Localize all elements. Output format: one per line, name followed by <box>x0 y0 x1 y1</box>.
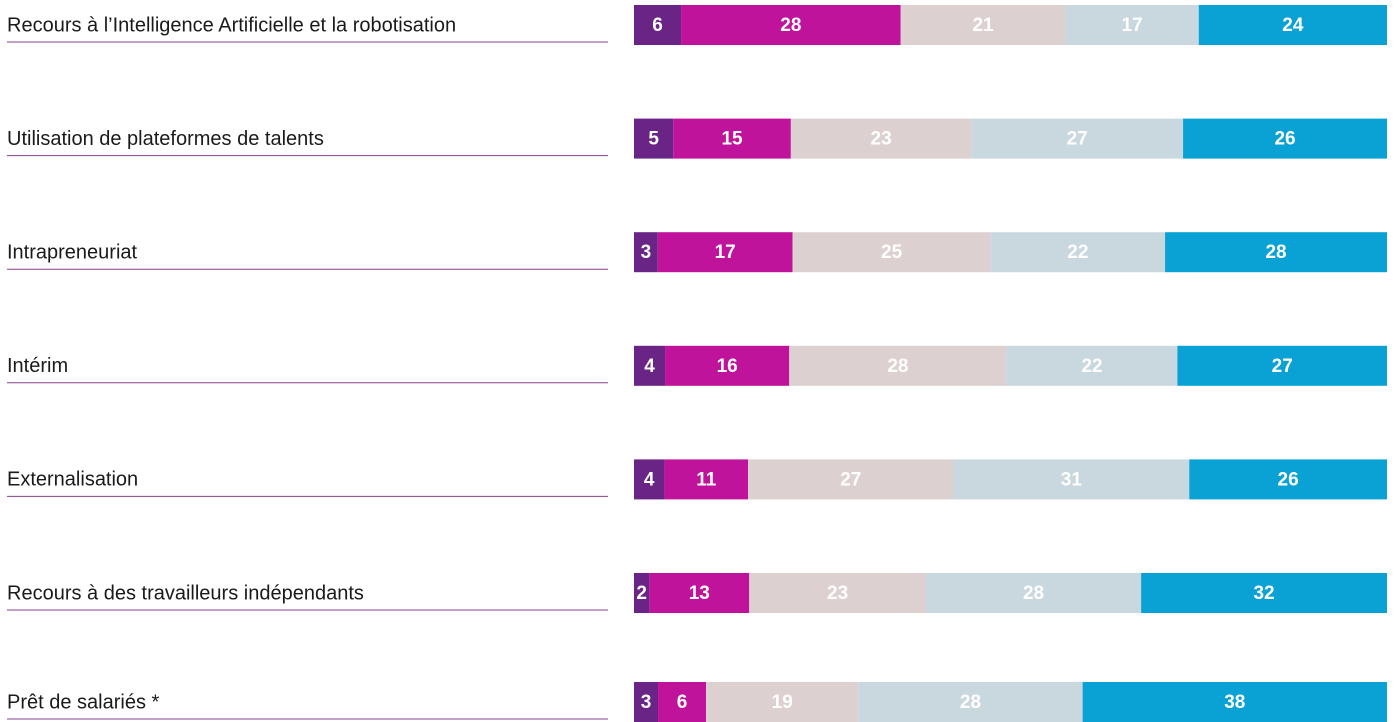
bar-segment <box>925 573 1142 613</box>
value-label: 11 <box>696 469 717 490</box>
value-label: 4 <box>644 356 655 377</box>
bar-segment <box>1165 232 1387 273</box>
bar-segment <box>665 345 790 386</box>
value-label: 28 <box>780 15 801 36</box>
category-label: Externalisation <box>7 469 138 491</box>
value-label: 5 <box>648 129 659 150</box>
value-label: 26 <box>1278 469 1299 490</box>
category-label: Utilisation de plateformes de talents <box>7 128 324 150</box>
value-label: 4 <box>644 469 655 490</box>
bar-segment <box>900 5 1066 45</box>
bar-segment <box>657 232 793 273</box>
bar-segment <box>792 232 991 273</box>
value-label: 27 <box>1272 356 1293 377</box>
bar-segment <box>681 5 901 45</box>
bar-segment <box>658 682 707 722</box>
bar-segment <box>971 118 1184 159</box>
bar-segment <box>634 682 659 722</box>
bar-segment <box>749 573 926 613</box>
value-label: 19 <box>772 692 793 713</box>
bar-segment <box>634 232 658 273</box>
bar-segment <box>1065 5 1199 45</box>
bar-segment <box>990 232 1166 273</box>
bar-segment <box>634 5 682 45</box>
category-label: Recours à des travailleurs indépendants <box>7 582 364 604</box>
bar-segment <box>634 459 665 500</box>
bar-segment <box>858 682 1083 722</box>
bar-segment <box>634 345 666 386</box>
value-label: 22 <box>1081 356 1102 377</box>
bar-segment <box>748 459 954 500</box>
value-label: 22 <box>1067 242 1088 263</box>
bar-segment <box>953 459 1190 500</box>
value-label: 6 <box>652 15 663 36</box>
value-label: 27 <box>1067 129 1088 150</box>
bar-segment <box>634 573 650 613</box>
bar-segment <box>1189 459 1387 500</box>
value-label: 3 <box>641 692 652 713</box>
bar-segment <box>790 118 972 159</box>
category-label: Recours à l’Intelligence Artificielle et… <box>7 14 456 36</box>
bar-segment <box>1177 345 1387 386</box>
value-label: 13 <box>689 583 710 604</box>
value-label: 17 <box>1122 15 1143 36</box>
bar-segment <box>649 573 750 613</box>
category-label: Intrapreneuriat <box>7 241 138 263</box>
bar-segment <box>664 459 749 500</box>
value-label: 28 <box>960 692 981 713</box>
bar-segment <box>634 118 674 159</box>
bar-segment <box>1141 573 1387 613</box>
bar-segment <box>1198 5 1387 45</box>
value-label: 28 <box>887 356 908 377</box>
category-label: Intérim <box>7 355 68 377</box>
value-label: 27 <box>840 469 861 490</box>
value-label: 28 <box>1265 242 1286 263</box>
value-label: 23 <box>827 583 848 604</box>
value-label: 15 <box>721 129 743 150</box>
value-label: 24 <box>1282 15 1304 36</box>
value-label: 26 <box>1274 129 1295 150</box>
value-label: 2 <box>636 583 647 604</box>
bar-segment <box>673 118 791 159</box>
value-label: 6 <box>677 692 688 713</box>
category-label: Prêt de salariés * <box>7 691 160 713</box>
value-label: 28 <box>1023 583 1044 604</box>
bar-segment <box>1006 345 1178 386</box>
value-label: 3 <box>641 242 652 263</box>
value-label: 25 <box>881 242 903 263</box>
value-label: 31 <box>1061 469 1083 490</box>
value-label: 16 <box>717 356 738 377</box>
value-label: 38 <box>1224 692 1245 713</box>
value-label: 23 <box>871 129 892 150</box>
value-label: 21 <box>972 15 994 36</box>
value-label: 17 <box>715 242 736 263</box>
bar-segment <box>1082 682 1387 722</box>
bar-segment <box>1183 118 1387 159</box>
value-label: 32 <box>1253 583 1274 604</box>
bar-segment <box>789 345 1007 386</box>
bar-segment <box>706 682 859 722</box>
